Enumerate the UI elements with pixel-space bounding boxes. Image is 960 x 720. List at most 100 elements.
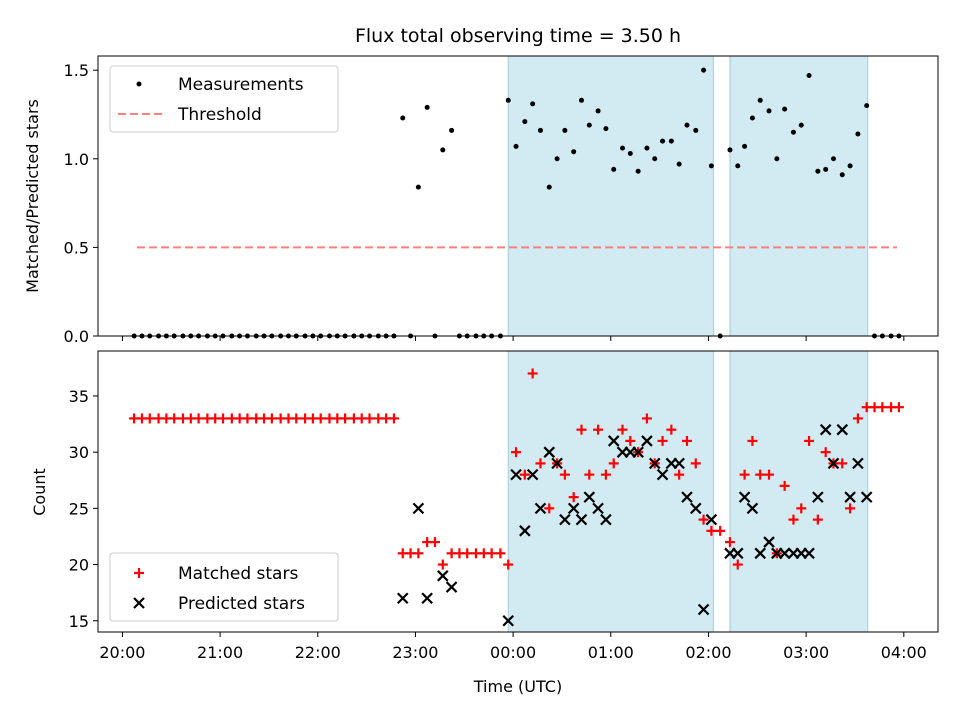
predicted-stars-point-b	[592, 502, 604, 515]
measurements-point	[749, 115, 755, 121]
ratio-panel: 0.0 0.5 1.0 1.5 Matched/Predicted stars Mea…	[23, 55, 939, 346]
matched-stars-point	[641, 413, 652, 424]
predicted-stars-point	[689, 502, 702, 515]
predicted-stars-point	[778, 547, 791, 560]
predicted-stars-point	[681, 491, 693, 503]
observing-window-1	[507, 55, 714, 337]
count-panel: 20:00 21:00 22:00 23:00 00:00 01:00 02:00 03:00…	[30, 350, 939, 662]
predicted-stars-point	[763, 536, 775, 548]
measurements-point	[815, 168, 821, 174]
chart-title: Flux total observing time = 3.50 h	[355, 25, 681, 47]
legend-predicted-marker	[133, 597, 145, 609]
measurements-point	[522, 119, 528, 125]
predicted-stars-point	[592, 502, 604, 515]
predicted-stars-point	[600, 513, 612, 526]
matched-stars-point	[617, 424, 628, 435]
matched-stars-point	[495, 548, 506, 559]
ratio-panel-frame	[97, 55, 939, 337]
legend-predicted-label: Predicted stars	[178, 594, 305, 614]
count-y-axis-label: Count	[30, 468, 49, 516]
matched-stars-point	[739, 469, 750, 480]
measurements-point	[774, 156, 780, 162]
matched-stars-point	[724, 537, 735, 548]
matched-stars-point	[674, 469, 685, 480]
measurements-point	[449, 127, 455, 133]
predicted-stars-point-b	[632, 446, 644, 458]
predicted-stars-point-b	[819, 423, 832, 436]
predicted-stars-point-b	[559, 513, 571, 526]
predicted-stars-point-b	[705, 513, 718, 526]
observing-window-2	[729, 55, 869, 337]
predicted-stars-point-b	[607, 435, 620, 447]
predicted-stars-point	[705, 513, 718, 526]
matched-stars-point	[193, 413, 204, 424]
measurements-point	[684, 122, 690, 128]
matched-stars-point	[266, 413, 277, 424]
measurements-point	[571, 149, 577, 155]
matched-stars-point	[340, 413, 351, 424]
measurements-point	[798, 122, 804, 128]
predicted-stars-point	[803, 547, 815, 560]
predicted-stars-point	[632, 446, 644, 458]
matched-stars-point	[462, 548, 473, 559]
measurements-point	[735, 163, 741, 169]
matched-stars-point	[535, 458, 546, 469]
measurements-point	[415, 184, 421, 190]
x-tick-label: 22:00	[295, 643, 341, 662]
x-tick-label: 23:00	[392, 643, 438, 662]
predicted-stars-point-b	[754, 547, 767, 560]
matched-stars-point	[437, 559, 448, 570]
y-tick-label: 25	[69, 499, 89, 518]
matched-stars-point	[559, 469, 570, 480]
x-tick-label: 02:00	[685, 643, 731, 662]
matched-stars-point	[364, 413, 375, 424]
measurements-point	[676, 161, 682, 167]
predicted-stars-point-b	[543, 446, 556, 458]
observing-window-2	[729, 350, 869, 633]
measurements-point	[603, 126, 609, 132]
measurements-point	[806, 72, 812, 78]
y-tick-label: 0.0	[64, 327, 89, 346]
matched-stars-point	[893, 402, 904, 413]
legend-measurements-marker	[136, 81, 142, 87]
matched-stars-point	[804, 435, 815, 446]
measurements-point	[727, 147, 733, 153]
measurements-point	[586, 122, 592, 128]
predicted-stars-point-b	[844, 491, 856, 503]
count-panel-frame	[97, 350, 939, 633]
matched-stars-point	[584, 469, 595, 480]
predicted-stars-point	[844, 491, 856, 503]
matched-stars-point	[877, 402, 888, 413]
matched-stars-point	[755, 469, 766, 480]
measurements-point	[823, 166, 829, 172]
measurements-point	[424, 104, 430, 110]
predicted-stars-point	[836, 423, 849, 436]
predicted-stars-point-b	[396, 592, 409, 605]
matched-stars-point	[796, 503, 807, 514]
measurements-point	[790, 129, 796, 135]
predicted-stars-point-b	[656, 468, 669, 481]
predicted-stars-point-b	[778, 547, 791, 560]
predicted-stars-point-b	[803, 547, 815, 560]
measurements-point	[578, 97, 584, 103]
measurements-point	[782, 106, 788, 112]
measurements-point	[554, 156, 560, 162]
measurements-point	[546, 184, 552, 190]
legend-matched-marker	[134, 568, 144, 578]
matched-stars-point	[732, 559, 743, 570]
matched-stars-point	[242, 413, 253, 424]
predicted-stars-point-b	[600, 513, 612, 526]
predicted-stars-point-b	[502, 614, 515, 627]
y-tick-label: 35	[69, 387, 89, 406]
matched-stars-point	[544, 503, 555, 514]
predicted-stars-point	[673, 457, 685, 470]
measurements-point	[757, 97, 763, 103]
legend-measurements-label: Measurements	[178, 75, 304, 95]
predicted-stars-point-b	[421, 592, 433, 605]
predicted-stars-point-b	[534, 502, 547, 515]
predicted-stars-point-b	[526, 468, 539, 481]
predicted-stars-point	[812, 491, 824, 503]
measurements-point	[530, 101, 536, 107]
matched-stars-point	[625, 435, 636, 446]
